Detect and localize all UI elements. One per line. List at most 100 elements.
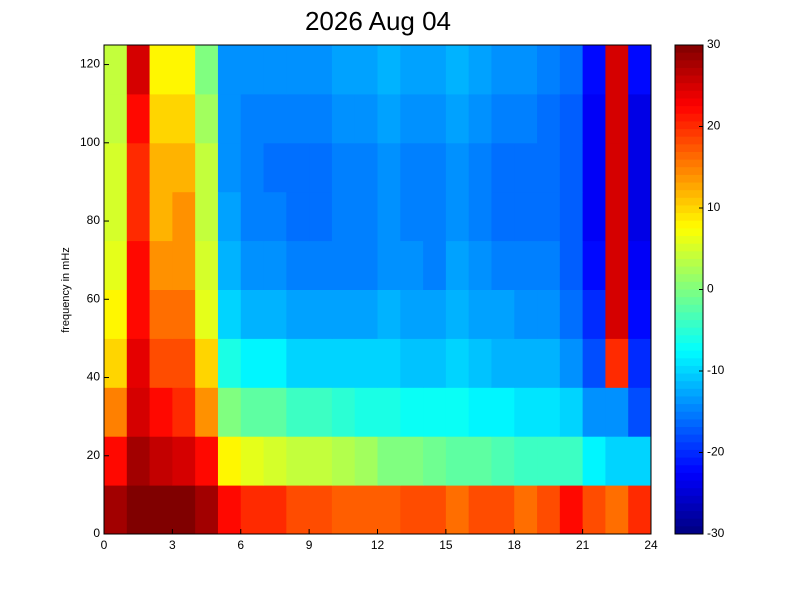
heat-cell (354, 142, 378, 193)
heat-cell (537, 93, 561, 144)
y-tick-label: 0 (93, 526, 100, 540)
heat-cell (491, 289, 515, 339)
colorbar-segment (675, 511, 703, 520)
heat-cell (286, 93, 310, 144)
heat-cell (537, 289, 561, 339)
colorbar-segment (675, 312, 703, 321)
heat-cell (126, 191, 151, 242)
heat-cell (104, 45, 128, 95)
heat-cell (445, 93, 470, 144)
heat-cell (172, 289, 196, 339)
colorbar-segment (675, 236, 703, 245)
colorbar-segment (675, 472, 703, 482)
colorbar-segment (675, 182, 703, 191)
heat-cell (126, 93, 151, 144)
heat-cell (126, 338, 151, 388)
heat-cell (149, 387, 173, 437)
heat-cell (559, 289, 584, 339)
colorbar-segment (675, 60, 703, 69)
heat-cell (491, 45, 515, 95)
heat-cell (377, 387, 401, 437)
heat-cell (514, 485, 538, 535)
heat-cell (559, 338, 584, 388)
heat-cell (468, 289, 492, 339)
heat-cell (126, 485, 151, 535)
heat-cell (331, 338, 356, 388)
heat-cell (445, 436, 470, 486)
heat-cell (400, 289, 424, 339)
heat-cell (605, 338, 629, 388)
heat-cell (354, 338, 378, 388)
heat-cell (423, 485, 447, 535)
heat-cell (582, 338, 606, 388)
heat-cell (423, 338, 447, 388)
heat-cell (149, 191, 173, 242)
colorbar-segment (675, 136, 703, 145)
heat-cell (286, 240, 310, 290)
heat-cell (628, 338, 652, 388)
colorbar-segment (675, 442, 703, 451)
x-tick-label: 3 (169, 538, 176, 552)
heat-cell (468, 338, 492, 388)
heat-cell (331, 240, 356, 290)
colorbar-segment (675, 129, 703, 138)
colorbar-segment (675, 251, 703, 260)
heat-cell (172, 191, 196, 242)
heat-cell (263, 240, 287, 290)
heat-cell (309, 436, 333, 486)
heat-cell (149, 485, 173, 535)
heat-cell (217, 240, 242, 290)
heat-cell (423, 191, 447, 242)
heat-cell (126, 142, 151, 193)
heat-cell (400, 485, 424, 535)
heat-cell (423, 436, 447, 486)
heat-cell (331, 387, 356, 437)
colorbar-segment (675, 167, 703, 176)
heat-cell (217, 436, 242, 486)
heat-cell (445, 289, 470, 339)
heat-cell (263, 289, 287, 339)
colorbar-segment (675, 342, 703, 352)
heat-cell (263, 436, 287, 486)
heat-cell (104, 191, 128, 242)
colorbar-tick-label: 0 (707, 282, 714, 296)
heat-cell (240, 387, 265, 437)
colorbar-segment (675, 434, 703, 443)
heat-cell (309, 240, 333, 290)
y-tick-label: 80 (87, 213, 101, 227)
heat-cell (149, 436, 173, 486)
heat-cell (240, 93, 265, 144)
colorbar-segment (675, 297, 703, 306)
heat-cell (309, 142, 333, 193)
heat-cell (263, 338, 287, 388)
heat-cell (126, 387, 151, 437)
heat-cell (377, 45, 401, 95)
heat-cell (628, 45, 652, 95)
heat-cell (172, 485, 196, 535)
colorbar-segment (675, 427, 703, 436)
heat-cell (172, 93, 196, 144)
colorbar-segment (675, 213, 703, 222)
heat-cell (491, 191, 515, 242)
heat-cell (104, 142, 128, 193)
heat-cell (377, 485, 401, 535)
heat-cell (172, 240, 196, 290)
heat-cell (491, 93, 515, 144)
heat-cell (628, 191, 652, 242)
heat-cell (331, 45, 356, 95)
y-tick-label: 20 (87, 448, 101, 462)
heat-cell (445, 142, 470, 193)
colorbar-segment (675, 388, 703, 397)
heat-cell (468, 387, 492, 437)
heat-cell (491, 240, 515, 290)
heat-cell (559, 387, 584, 437)
heat-cell (263, 93, 287, 144)
heat-cell (445, 45, 470, 95)
colorbar-tick-label: 30 (707, 37, 721, 51)
heat-cell (559, 191, 584, 242)
colorbar-segment (675, 174, 703, 184)
heat-cell (149, 93, 173, 144)
heat-cell (468, 93, 492, 144)
heat-cell (400, 240, 424, 290)
colorbar-segment (675, 258, 703, 268)
